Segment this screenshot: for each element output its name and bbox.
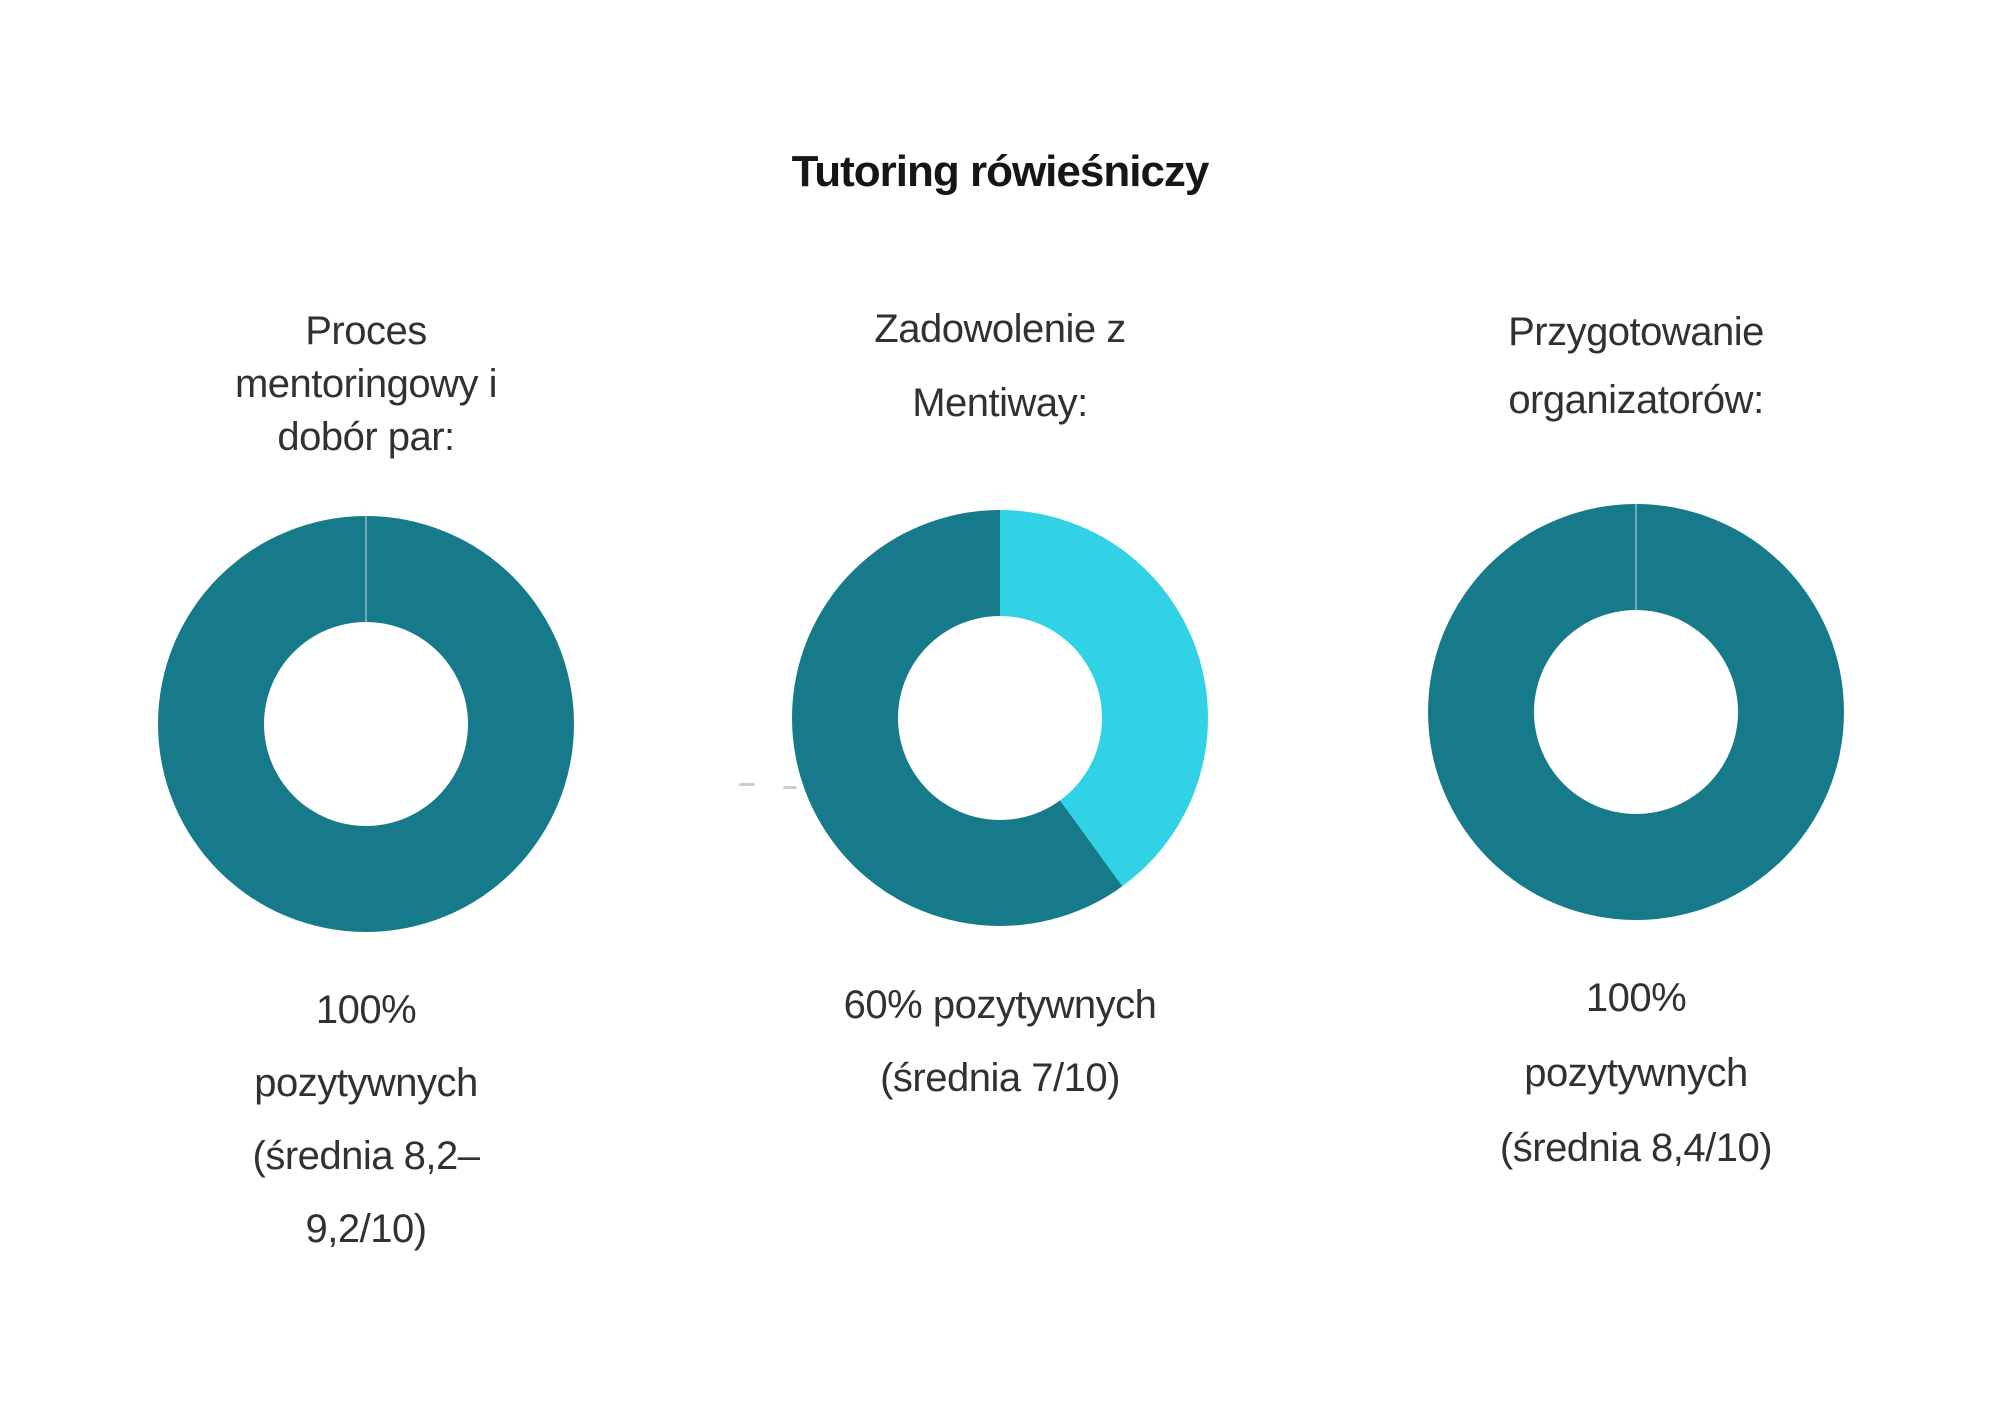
chart-caption-line: (średnia 8,2–	[252, 1134, 480, 1178]
chart-heading-line: Proces	[305, 309, 427, 353]
chart-caption: 100% pozytywnych (średnia 8,4/10)	[1416, 961, 1856, 1186]
donut-chart	[158, 516, 574, 932]
chart-heading: Przygotowanie organizatorów:	[1416, 298, 1856, 434]
chart-caption: 60% pozytywnych (średnia 7/10)	[780, 969, 1220, 1115]
donut-chart	[792, 510, 1208, 926]
donut-chart	[1428, 504, 1844, 920]
chart-column-zadowolenie: Zadowolenie z Mentiway: 60% pozytywnych …	[780, 0, 1220, 1414]
chart-caption-line: (średnia 7/10)	[880, 1056, 1120, 1100]
chart-caption-line: 9,2/10)	[305, 1207, 427, 1251]
stray-mark	[739, 783, 755, 786]
chart-caption-line: pozytywnych	[254, 1061, 478, 1105]
chart-caption-line: pozytywnych	[1524, 1051, 1748, 1095]
chart-heading-line: dobór par:	[277, 415, 455, 459]
chart-column-przygotowanie: Przygotowanie organizatorów: 100% pozyty…	[1416, 0, 1856, 1414]
donut-hole	[264, 622, 468, 826]
chart-caption: 100% pozytywnych (średnia 8,2– 9,2/10)	[146, 974, 586, 1266]
segment-seam	[365, 516, 367, 623]
chart-caption-line: 60% pozytywnych	[843, 983, 1157, 1027]
chart-heading-line: mentoringowy i	[234, 362, 498, 406]
stray-mark	[783, 786, 797, 789]
chart-caption-line: 100%	[1585, 976, 1687, 1020]
chart-caption-line: (średnia 8,4/10)	[1499, 1126, 1773, 1170]
chart-heading-line: Mentiway:	[912, 381, 1088, 425]
segment-seam	[1635, 504, 1637, 611]
page-title: Tutoring rówieśniczy	[791, 147, 1210, 197]
donut-hole	[898, 616, 1102, 820]
chart-heading-line: organizatorów:	[1508, 378, 1764, 422]
chart-column-proces: Proces mentoringowy i dobór par: 100% po…	[146, 0, 586, 1414]
chart-caption-line: 100%	[315, 988, 417, 1032]
chart-heading: Zadowolenie z Mentiway:	[780, 292, 1220, 440]
chart-heading: Proces mentoringowy i dobór par:	[146, 305, 586, 464]
chart-heading-line: Zadowolenie z	[874, 307, 1126, 351]
donut-hole	[1534, 610, 1738, 814]
chart-heading-line: Przygotowanie	[1508, 310, 1764, 354]
